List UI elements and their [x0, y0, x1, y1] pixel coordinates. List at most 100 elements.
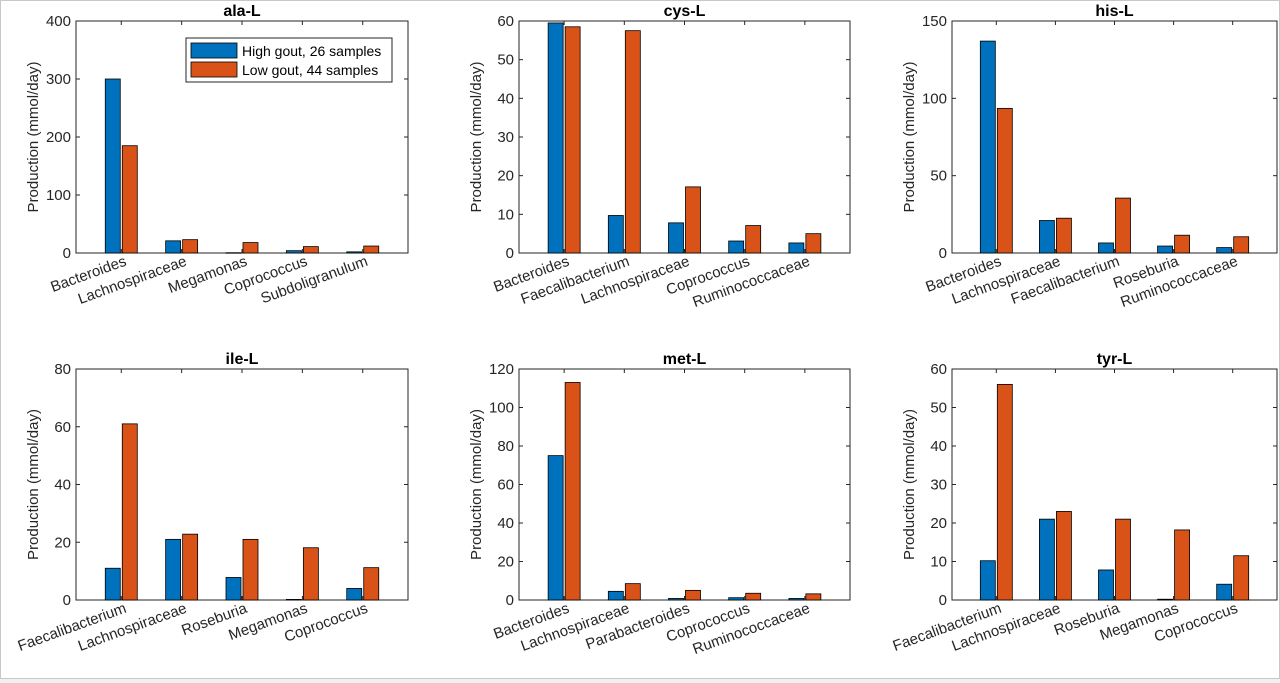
bar-high-Coprococcus: [285, 250, 302, 254]
y-tick-label: 80: [54, 361, 71, 378]
panel-met-L: met-L Production (mmol/day) 0 20 40 60 80 100 12…: [468, 351, 851, 658]
bar-high-Bacteroides: [979, 40, 996, 254]
y-tick-label: 150: [922, 13, 947, 30]
y-tick-label: 50: [930, 400, 947, 417]
bar-low-Roseburia: [242, 538, 259, 601]
bar-high-Bacteroides: [104, 78, 121, 254]
y-tick-label: 100: [922, 90, 947, 107]
panel-title: cys-L: [664, 3, 706, 20]
legend-label-low: Low gout, 44 samples: [242, 62, 378, 78]
y-axis-label: Production (mmol/day): [25, 409, 42, 560]
bar-high-Coprococcus: [728, 597, 745, 601]
y-axis-label: Production (mmol/day): [468, 62, 485, 213]
panel-title: ile-L: [226, 351, 259, 368]
y-tick-label: 40: [54, 477, 71, 494]
bar-low-Ruminococcaceae: [805, 233, 822, 254]
y-tick-label: 300: [46, 71, 71, 88]
y-tick-label: 0: [939, 245, 947, 262]
bar-low-Lachnospiraceae: [1056, 511, 1072, 601]
bar-low-Roseburia: [1174, 234, 1190, 254]
bar-high-Subdoligranulum: [346, 251, 363, 254]
y-tick-label: 80: [497, 438, 514, 455]
y-tick-label: 50: [930, 168, 947, 185]
bar-low-Lachnospiraceae: [182, 533, 199, 601]
bar-low-Lachnospiraceae: [182, 239, 199, 254]
y-tick-label: 50: [497, 52, 514, 69]
legend-label-high: High gout, 26 samples: [242, 43, 381, 59]
y-tick-label: 30: [930, 477, 947, 494]
y-tick-label: 30: [497, 129, 514, 146]
bar-low-Parabacteroides: [685, 589, 701, 601]
y-tick-label: 0: [506, 592, 514, 609]
bar-high-Lachnospiraceae: [1039, 220, 1055, 254]
bar-low-Faecalibacterium: [1115, 197, 1131, 254]
bar-high-Lachnospiraceae: [668, 222, 684, 254]
y-axis-label: Production (mmol/day): [901, 62, 918, 213]
y-tick-label: 100: [489, 400, 514, 417]
bar-low-Bacteroides: [564, 382, 581, 601]
bar-low-Roseburia: [1115, 518, 1131, 601]
bar-high-Coprococcus: [346, 588, 363, 601]
bar-low-Coprococcus: [363, 567, 380, 601]
y-axis-label: Production (mmol/day): [901, 409, 918, 560]
y-tick-label: 0: [63, 245, 71, 262]
y-tick-label: 60: [54, 419, 71, 436]
bar-low-Megamonas: [242, 242, 259, 254]
bar-low-Ruminococcaceae: [1233, 236, 1250, 254]
bar-low-Megamonas: [302, 547, 319, 601]
bar-high-Faecalibacterium: [607, 215, 624, 254]
bar-low-Lachnospiraceae: [685, 186, 701, 254]
bar-high-Faecalibacterium: [104, 567, 121, 601]
y-tick-label: 60: [930, 361, 947, 378]
y-tick-label: 60: [497, 13, 514, 30]
bar-high-Roseburia: [1098, 569, 1114, 601]
legend: High gout, 26 samples Low gout, 44 sample…: [185, 37, 393, 83]
bar-low-Megamonas: [1174, 529, 1190, 601]
y-tick-label: 40: [497, 90, 514, 107]
panel-title: tyr-L: [1097, 351, 1133, 368]
bar-high-Megamonas: [1157, 598, 1173, 601]
bar-low-Subdoligranulum: [363, 245, 380, 254]
panel-title: met-L: [663, 351, 707, 368]
bar-low-Faecalibacterium: [996, 383, 1013, 601]
bar-high-Roseburia: [225, 577, 242, 601]
bar-high-Bacteroides: [547, 22, 564, 254]
bar-high-Coprococcus: [728, 240, 745, 254]
y-tick-label: 20: [930, 515, 947, 532]
bar-high-Bacteroides: [547, 455, 564, 601]
bar-low-Bacteroides: [121, 145, 138, 254]
y-tick-label: 10: [497, 206, 514, 223]
bar-low-Ruminococcaceae: [805, 593, 822, 601]
bar-low-Lachnospiraceae: [624, 583, 641, 601]
bar-low-Coprococcus: [1233, 555, 1250, 601]
y-tick-label: 60: [497, 477, 514, 494]
y-tick-label: 10: [930, 554, 947, 571]
y-tick-label: 0: [939, 592, 947, 609]
bar-low-Coprococcus: [745, 225, 762, 254]
y-tick-label: 400: [46, 13, 71, 30]
bar-low-Faecalibacterium: [121, 423, 138, 601]
bar-high-Faecalibacterium: [979, 560, 996, 601]
bar-high-Ruminococcaceae: [788, 598, 805, 601]
y-tick-label: 0: [63, 592, 71, 609]
legend-swatch-high: [190, 42, 238, 59]
bar-high-Lachnospiraceae: [1039, 518, 1055, 601]
y-tick-label: 20: [497, 554, 514, 571]
bar-high-Parabacteroides: [668, 598, 684, 601]
bar-low-Faecalibacterium: [624, 30, 641, 254]
y-tick-label: 40: [497, 515, 514, 532]
bar-high-Roseburia: [1157, 245, 1173, 254]
bar-high-Ruminococcaceae: [1216, 247, 1233, 254]
legend-swatch-low: [190, 61, 238, 78]
y-tick-label: 20: [497, 168, 514, 185]
bar-low-Coprococcus: [302, 246, 319, 254]
bar-low-Bacteroides: [564, 26, 581, 254]
panel-title: his-L: [1095, 3, 1133, 20]
y-tick-label: 200: [46, 129, 71, 146]
bar-low-Coprococcus: [745, 592, 762, 601]
